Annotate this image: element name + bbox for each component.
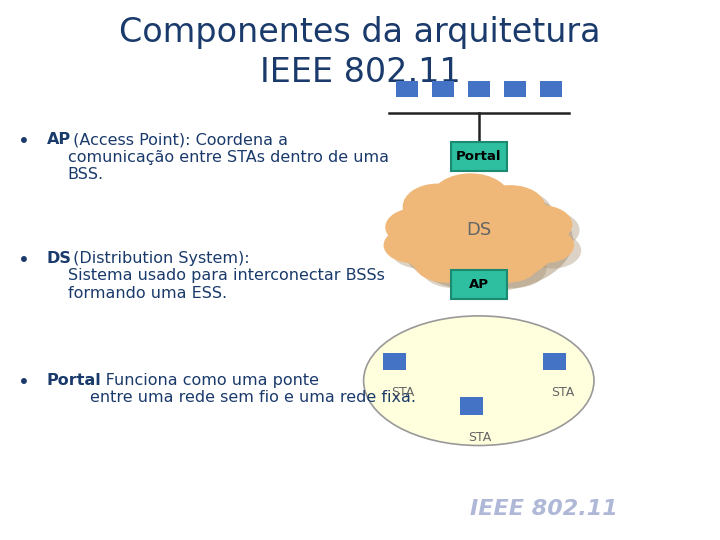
Text: Componentes da arquitetura
IEEE 802.11: Componentes da arquitetura IEEE 802.11	[120, 16, 600, 89]
Ellipse shape	[396, 184, 562, 286]
Ellipse shape	[364, 316, 594, 446]
FancyBboxPatch shape	[451, 142, 507, 171]
Text: : Funciona como uma ponte
entre uma rede sem fio e uma rede fixa.: : Funciona como uma ponte entre uma rede…	[90, 373, 416, 405]
Ellipse shape	[517, 211, 580, 249]
Text: •: •	[18, 373, 30, 392]
Ellipse shape	[484, 249, 546, 288]
Ellipse shape	[431, 173, 510, 225]
Ellipse shape	[402, 184, 472, 230]
FancyBboxPatch shape	[451, 270, 507, 299]
Ellipse shape	[410, 189, 480, 235]
Bar	[468, 81, 490, 97]
Ellipse shape	[510, 205, 572, 244]
Ellipse shape	[523, 233, 581, 268]
Text: •: •	[18, 251, 30, 270]
Text: DS: DS	[466, 221, 492, 239]
Text: STA: STA	[469, 431, 492, 444]
Ellipse shape	[438, 179, 518, 230]
Ellipse shape	[477, 244, 539, 282]
Ellipse shape	[475, 185, 545, 228]
Bar	[543, 353, 566, 370]
Ellipse shape	[414, 244, 477, 282]
Ellipse shape	[399, 189, 573, 292]
Text: Portal: Portal	[456, 150, 502, 163]
Ellipse shape	[482, 191, 552, 234]
Text: STA: STA	[552, 386, 575, 399]
Text: DS: DS	[47, 251, 72, 266]
Ellipse shape	[421, 249, 485, 288]
Bar	[396, 81, 418, 97]
Ellipse shape	[385, 208, 448, 247]
Text: Portal: Portal	[47, 373, 102, 388]
Bar	[460, 397, 483, 415]
Ellipse shape	[384, 227, 441, 263]
Bar	[432, 81, 454, 97]
Ellipse shape	[392, 213, 455, 252]
Text: AP: AP	[47, 132, 71, 147]
Ellipse shape	[516, 227, 574, 263]
Text: (Access Point): Coordena a
comunicação entre STAs dentro de uma
BSS.: (Access Point): Coordena a comunicação e…	[68, 132, 389, 182]
Text: AP: AP	[469, 278, 489, 291]
Bar	[383, 353, 406, 370]
Text: •: •	[18, 132, 30, 151]
Bar	[504, 81, 526, 97]
Text: IEEE 802.11: IEEE 802.11	[469, 500, 618, 519]
Ellipse shape	[391, 233, 449, 268]
Text: STA: STA	[392, 386, 415, 399]
Text: (Distribution System):
Sistema usado para interconectar BSSs
formando uma ESS.: (Distribution System): Sistema usado par…	[68, 251, 384, 301]
Bar	[540, 81, 562, 97]
